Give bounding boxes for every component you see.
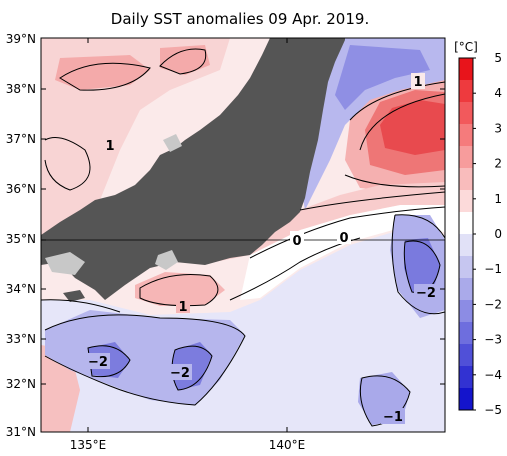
colorbar-swatch bbox=[459, 212, 473, 235]
colorbar-swatch bbox=[459, 146, 473, 169]
colorbar-swatch bbox=[459, 322, 473, 345]
colorbar-swatch bbox=[459, 366, 473, 389]
colorbar-tick-label: 2 bbox=[494, 157, 502, 171]
lat-label-33: 33°N bbox=[6, 332, 36, 346]
label-minus1-south: −1 bbox=[383, 410, 403, 425]
lat-label-38: 38°N bbox=[6, 82, 36, 96]
lat-label-35: 35°N bbox=[6, 232, 36, 246]
lat-axis: 39°N 38°N 37°N 36°N 35°N 34°N 33°N 32°N … bbox=[6, 32, 36, 439]
colorbar-swatch bbox=[459, 190, 473, 213]
warm-band-kuroshio bbox=[215, 182, 445, 262]
colorbar-swatch bbox=[459, 388, 473, 411]
warm-patch-south-honshu bbox=[135, 272, 225, 306]
lat-ticks bbox=[41, 37, 445, 432]
land-small-island bbox=[63, 290, 85, 302]
label-minus2-west: −2 bbox=[88, 355, 108, 370]
colorbar-swatch bbox=[459, 168, 473, 191]
colorbar-tick-label: −4 bbox=[484, 368, 502, 382]
colorbar-tick-label: 0 bbox=[494, 227, 502, 241]
colorbar-swatch bbox=[459, 102, 473, 125]
colorbar-tick-labels: 5 4 3 2 1 0 −1 −2 −3 −4 −5 bbox=[484, 51, 502, 417]
colorbar-tick-label: 5 bbox=[494, 51, 502, 65]
label-minus2-east: −2 bbox=[416, 286, 436, 301]
lat-label-36: 36°N bbox=[6, 182, 36, 196]
warm-patch-north-center bbox=[160, 45, 210, 75]
colorbar-tick-label: 3 bbox=[494, 121, 502, 135]
colorbar-tick-label: −3 bbox=[484, 333, 502, 347]
cool-strip-northeast bbox=[300, 38, 445, 210]
missing-data-north bbox=[163, 134, 182, 152]
colorbar-swatch bbox=[459, 278, 473, 301]
label-0-east: 0 bbox=[339, 231, 348, 246]
colorbar bbox=[458, 57, 476, 411]
colorbar-swatch bbox=[459, 300, 473, 323]
lon-label-140: 140°E bbox=[269, 438, 306, 452]
warm-eddy-core bbox=[380, 100, 445, 155]
colorbar-swatch bbox=[459, 256, 473, 279]
map-title: Daily SST anomalies 09 Apr. 2019. bbox=[111, 10, 369, 28]
lat-label-37: 37°N bbox=[6, 132, 36, 146]
lat-label-32: 32°N bbox=[6, 377, 36, 391]
lon-label-135: 135°E bbox=[70, 438, 107, 452]
colorbar-swatch bbox=[459, 234, 473, 257]
label-1-south: 1 bbox=[178, 300, 187, 315]
lat-label-39: 39°N bbox=[6, 32, 36, 46]
colorbar-swatch bbox=[459, 58, 473, 81]
label-1-west: 1 bbox=[105, 139, 114, 154]
colorbar-tick-label: −5 bbox=[484, 403, 502, 417]
colorbar-swatch bbox=[459, 80, 473, 103]
label-minus2-center: −2 bbox=[170, 366, 190, 381]
colorbar-tick-label: −2 bbox=[484, 297, 502, 311]
missing-data-bay bbox=[155, 250, 178, 270]
colorbar-unit: [°C] bbox=[454, 40, 478, 54]
contour-lines bbox=[41, 48, 445, 427]
lat-label-31: 31°N bbox=[6, 425, 36, 439]
missing-data-west bbox=[45, 252, 85, 275]
map-panel bbox=[41, 38, 445, 432]
colorbar-tick-label: 1 bbox=[494, 192, 502, 206]
colorbar-swatch bbox=[459, 124, 473, 147]
label-0-west: 0 bbox=[292, 234, 301, 249]
colorbar-tick-label: −1 bbox=[484, 262, 502, 276]
land-japan bbox=[41, 38, 345, 300]
cool-eddy-east-core bbox=[404, 238, 440, 295]
colorbar-tick-label: 4 bbox=[494, 86, 502, 100]
map-frame bbox=[40, 37, 446, 433]
label-1-north: 1 bbox=[413, 75, 422, 90]
colorbar-swatch bbox=[459, 344, 473, 367]
cool-strip-core bbox=[335, 45, 430, 110]
contour-value-labels: 1 1 0 0 1 −2 −2 −2 −1 bbox=[86, 73, 438, 425]
lat-label-34: 34°N bbox=[6, 282, 36, 296]
